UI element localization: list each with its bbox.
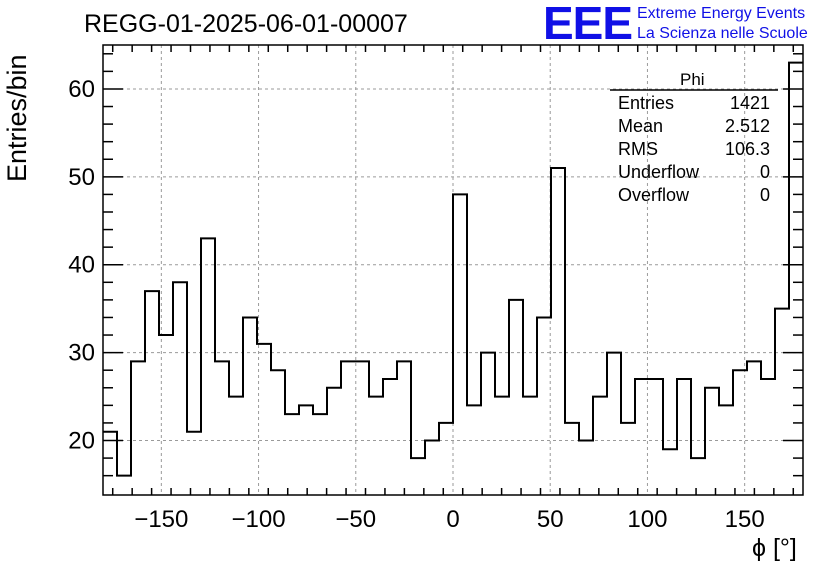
stat-label-entries: Entries — [618, 93, 675, 113]
stat-label-underflow: Underflow — [618, 162, 700, 182]
y-tick-label: 20 — [68, 428, 95, 455]
chart-title: REGG-01-2025-06-01-00007 — [84, 10, 408, 38]
y-tick-label: 30 — [68, 340, 95, 367]
x-tick-label: 50 — [537, 506, 564, 533]
stat-label-overflow: Overflow — [618, 185, 690, 205]
logo-line-2: La Scienza nelle Scuole — [637, 25, 808, 42]
x-tick-label: −100 — [232, 506, 286, 533]
stat-value-overflow: 0 — [759, 185, 770, 205]
x-tick-label: 100 — [627, 506, 667, 533]
eee-logo: EEE — [543, 0, 633, 49]
x-tick-label: −50 — [335, 506, 376, 533]
x-tick-label: 150 — [725, 506, 765, 533]
y-tick-label: 60 — [68, 76, 95, 103]
x-tick-label: −150 — [134, 506, 188, 533]
y-tick-label: 40 — [68, 252, 95, 279]
x-tick-label: 0 — [446, 506, 459, 533]
plot-frame — [102, 44, 804, 496]
x-axis-label: ϕ [°] — [752, 534, 797, 562]
stat-label-mean: Mean — [618, 116, 664, 136]
tick-labels: −150 −100 −50 0 50 100 150 20 30 40 50 60 — [68, 76, 764, 533]
stat-value-rms: 106.3 — [724, 139, 770, 159]
axis-ticks — [103, 45, 803, 495]
stat-value-entries: 1421 — [729, 93, 770, 113]
y-axis-label: Entries/bin — [2, 54, 32, 182]
stat-value-underflow: 0 — [759, 162, 770, 182]
stat-label-rms: RMS — [618, 139, 658, 159]
logo-line-1: Extreme Energy Events — [637, 5, 806, 22]
stats-title: Phi — [680, 70, 705, 89]
stat-value-mean: 2.512 — [724, 116, 770, 136]
y-tick-label: 50 — [68, 164, 95, 191]
histogram-outline — [103, 61, 803, 477]
